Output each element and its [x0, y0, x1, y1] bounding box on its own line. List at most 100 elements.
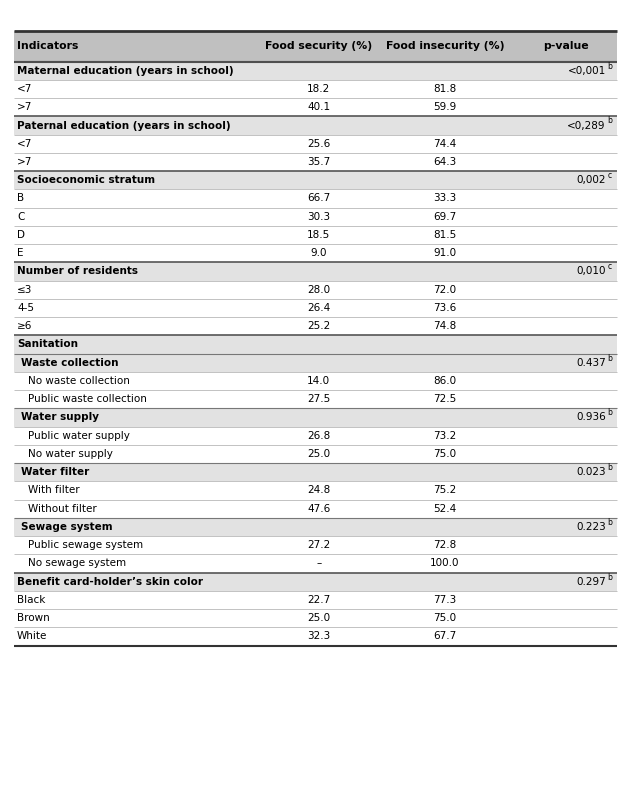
Text: c: c — [608, 263, 612, 272]
Text: >7: >7 — [17, 157, 32, 167]
Text: 72.5: 72.5 — [433, 394, 456, 404]
Text: 100.0: 100.0 — [430, 559, 459, 569]
Text: 0,002: 0,002 — [576, 175, 606, 185]
Text: b: b — [608, 409, 613, 418]
Text: D: D — [17, 230, 25, 240]
Text: 33.3: 33.3 — [433, 194, 456, 204]
Bar — [14, 500, 617, 517]
Text: 32.3: 32.3 — [307, 632, 330, 642]
Text: 73.6: 73.6 — [433, 303, 456, 313]
Bar — [14, 152, 617, 171]
Text: 81.5: 81.5 — [433, 230, 456, 240]
Text: No sewage system: No sewage system — [28, 559, 126, 569]
Text: C: C — [17, 212, 25, 221]
Bar — [14, 62, 617, 80]
Bar — [14, 171, 617, 189]
Text: 30.3: 30.3 — [307, 212, 330, 221]
Text: 18.2: 18.2 — [307, 84, 330, 94]
Bar — [14, 135, 617, 152]
Text: –: – — [316, 559, 321, 569]
Bar — [14, 225, 617, 244]
Text: <0,001: <0,001 — [567, 66, 606, 75]
Text: Food insecurity (%): Food insecurity (%) — [386, 41, 504, 51]
Text: 52.4: 52.4 — [433, 504, 456, 513]
Text: 74.4: 74.4 — [433, 139, 456, 148]
Text: 0,010: 0,010 — [576, 267, 606, 277]
Bar — [14, 31, 617, 62]
Bar — [14, 335, 617, 354]
Text: 25.2: 25.2 — [307, 321, 330, 331]
Bar — [14, 80, 617, 98]
Text: 25.0: 25.0 — [307, 449, 330, 459]
Bar — [14, 354, 617, 371]
Text: Indicators: Indicators — [17, 41, 78, 51]
Text: 72.8: 72.8 — [433, 540, 456, 550]
Text: White: White — [17, 632, 47, 642]
Text: E: E — [17, 248, 23, 258]
Bar — [14, 590, 617, 609]
Text: 91.0: 91.0 — [433, 248, 456, 258]
Text: Water supply: Water supply — [21, 413, 100, 423]
Text: Sanitation: Sanitation — [17, 340, 78, 350]
Bar — [14, 262, 617, 281]
Text: Black: Black — [17, 595, 45, 605]
Text: c: c — [608, 171, 612, 180]
Bar — [14, 536, 617, 554]
Text: 74.8: 74.8 — [433, 321, 456, 331]
Text: Food security (%): Food security (%) — [265, 41, 372, 51]
Text: 72.0: 72.0 — [433, 285, 456, 294]
Text: 27.5: 27.5 — [307, 394, 330, 404]
Text: 26.8: 26.8 — [307, 431, 330, 440]
Text: >7: >7 — [17, 102, 32, 112]
Text: Waste collection: Waste collection — [21, 358, 119, 367]
Text: Sewage system: Sewage system — [21, 522, 113, 532]
Text: 64.3: 64.3 — [433, 157, 456, 167]
Text: Number of residents: Number of residents — [17, 267, 138, 277]
Bar — [14, 98, 617, 116]
Text: Public waste collection: Public waste collection — [28, 394, 146, 404]
Text: 0.297: 0.297 — [576, 577, 606, 586]
Text: 66.7: 66.7 — [307, 194, 330, 204]
Text: 59.9: 59.9 — [433, 102, 456, 112]
Text: 25.6: 25.6 — [307, 139, 330, 148]
Text: 77.3: 77.3 — [433, 595, 456, 605]
Text: <7: <7 — [17, 139, 32, 148]
Text: b: b — [608, 354, 613, 363]
Text: b: b — [608, 62, 613, 71]
Text: Paternal education (years in school): Paternal education (years in school) — [17, 121, 231, 131]
Text: b: b — [608, 573, 613, 581]
Text: 25.0: 25.0 — [307, 613, 330, 623]
Text: Brown: Brown — [17, 613, 50, 623]
Text: 9.0: 9.0 — [310, 248, 327, 258]
Text: 0.223: 0.223 — [576, 522, 606, 532]
Bar — [14, 573, 617, 590]
Text: 35.7: 35.7 — [307, 157, 330, 167]
Bar — [14, 444, 617, 463]
Bar — [14, 281, 617, 298]
Text: 75.0: 75.0 — [433, 449, 456, 459]
Text: Without filter: Without filter — [28, 504, 97, 513]
Text: <0,289: <0,289 — [567, 121, 606, 131]
Bar — [14, 208, 617, 225]
Text: 24.8: 24.8 — [307, 486, 330, 496]
Text: ≥6: ≥6 — [17, 321, 32, 331]
Bar — [14, 463, 617, 481]
Bar — [14, 371, 617, 390]
Bar — [14, 554, 617, 573]
Bar — [14, 517, 617, 536]
Bar — [14, 390, 617, 408]
Text: b: b — [608, 117, 613, 126]
Text: 26.4: 26.4 — [307, 303, 330, 313]
Text: 81.8: 81.8 — [433, 84, 456, 94]
Text: 0.437: 0.437 — [576, 358, 606, 367]
Text: 86.0: 86.0 — [433, 376, 456, 386]
Text: 40.1: 40.1 — [307, 102, 330, 112]
Text: 22.7: 22.7 — [307, 595, 330, 605]
Text: Benefit card-holder’s skin color: Benefit card-holder’s skin color — [17, 577, 203, 586]
Text: 18.5: 18.5 — [307, 230, 330, 240]
Text: No waste collection: No waste collection — [28, 376, 129, 386]
Bar — [14, 609, 617, 627]
Text: No water supply: No water supply — [28, 449, 113, 459]
Text: 4-5: 4-5 — [17, 303, 34, 313]
Text: Socioeconomic stratum: Socioeconomic stratum — [17, 175, 155, 185]
